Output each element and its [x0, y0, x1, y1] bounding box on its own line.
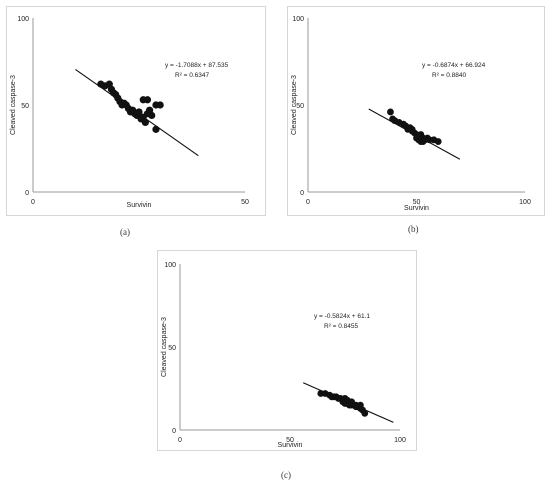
- caption-c: (c): [281, 470, 291, 480]
- x-tick-label: 100: [394, 437, 406, 444]
- y-tick-label: 0: [300, 190, 304, 197]
- x-tick-label: 50: [286, 437, 294, 444]
- x-tick-label: 0: [178, 437, 182, 444]
- trend-equation: y = -0.5824x + 61.1: [314, 313, 370, 320]
- scatter-plot-a: 0 50 100 0 50 Survivin Cleaved caspase-3 y = -1…: [10, 16, 249, 209]
- chart-panel-a: 0 50 100 0 50 Survivin Cleaved caspase-3 y = -1…: [6, 6, 266, 216]
- y-axis-title: Cleaved caspase-3: [161, 317, 168, 377]
- x-tick-label: 100: [519, 199, 531, 206]
- chart-panel-c: 0 50 100 0 50 100 Survivin Cleaved caspase-3 y =…: [157, 250, 417, 451]
- y-tick-label: 50: [296, 103, 304, 110]
- r-squared: R² = 0.6347: [175, 72, 210, 79]
- x-axis-title: Survivin: [404, 205, 429, 212]
- scatter-plot-b: 0 50 100 0 50 100 Survivin Cleaved caspase-3 y =…: [291, 16, 531, 212]
- y-tick-label: 50: [21, 103, 29, 110]
- data-point: [404, 125, 412, 133]
- data-point: [143, 96, 152, 104]
- data-point: [148, 111, 156, 120]
- data-point: [156, 101, 164, 109]
- caption-a: (a): [120, 227, 130, 237]
- y-tick-label: 50: [168, 345, 176, 352]
- chart-panel-b: 0 50 100 0 50 100 Survivin Cleaved caspase-3 y =…: [287, 6, 545, 216]
- data-point: [413, 134, 420, 142]
- x-tick-label: 0: [31, 199, 35, 206]
- y-tick-label: 100: [17, 16, 29, 23]
- x-tick-label: 50: [241, 199, 249, 206]
- caption-b: (b): [408, 224, 419, 234]
- y-tick-label: 0: [172, 428, 176, 435]
- data-point: [361, 410, 369, 417]
- data-point: [419, 138, 427, 145]
- r-squared: R² = 0.8455: [324, 323, 359, 330]
- trend-equation: y = -1.7088x + 87.535: [165, 62, 229, 69]
- data-point: [434, 138, 442, 145]
- data-point: [135, 108, 143, 116]
- data-point: [152, 125, 160, 133]
- x-tick-label: 50: [413, 199, 421, 206]
- y-axis-title: Cleaved caspase-3: [291, 75, 298, 135]
- y-tick-label: 100: [292, 16, 304, 23]
- data-point: [343, 396, 351, 404]
- x-axis-title: Survivin: [127, 202, 152, 209]
- y-tick-label: 0: [25, 190, 29, 197]
- trend-equation: y = -0.6874x + 66.924: [422, 62, 486, 69]
- scatter-plot-c: 0 50 100 0 50 100 Survivin Cleaved caspase-3 y =…: [161, 262, 406, 449]
- y-axis-title: Cleaved caspase-3: [10, 75, 17, 135]
- x-axis-title: Survivin: [278, 442, 303, 449]
- y-tick-label: 100: [164, 262, 176, 269]
- r-squared: R² = 0.8840: [432, 72, 467, 79]
- data-point: [387, 108, 394, 116]
- x-tick-label: 0: [306, 199, 310, 206]
- data-point: [141, 118, 149, 126]
